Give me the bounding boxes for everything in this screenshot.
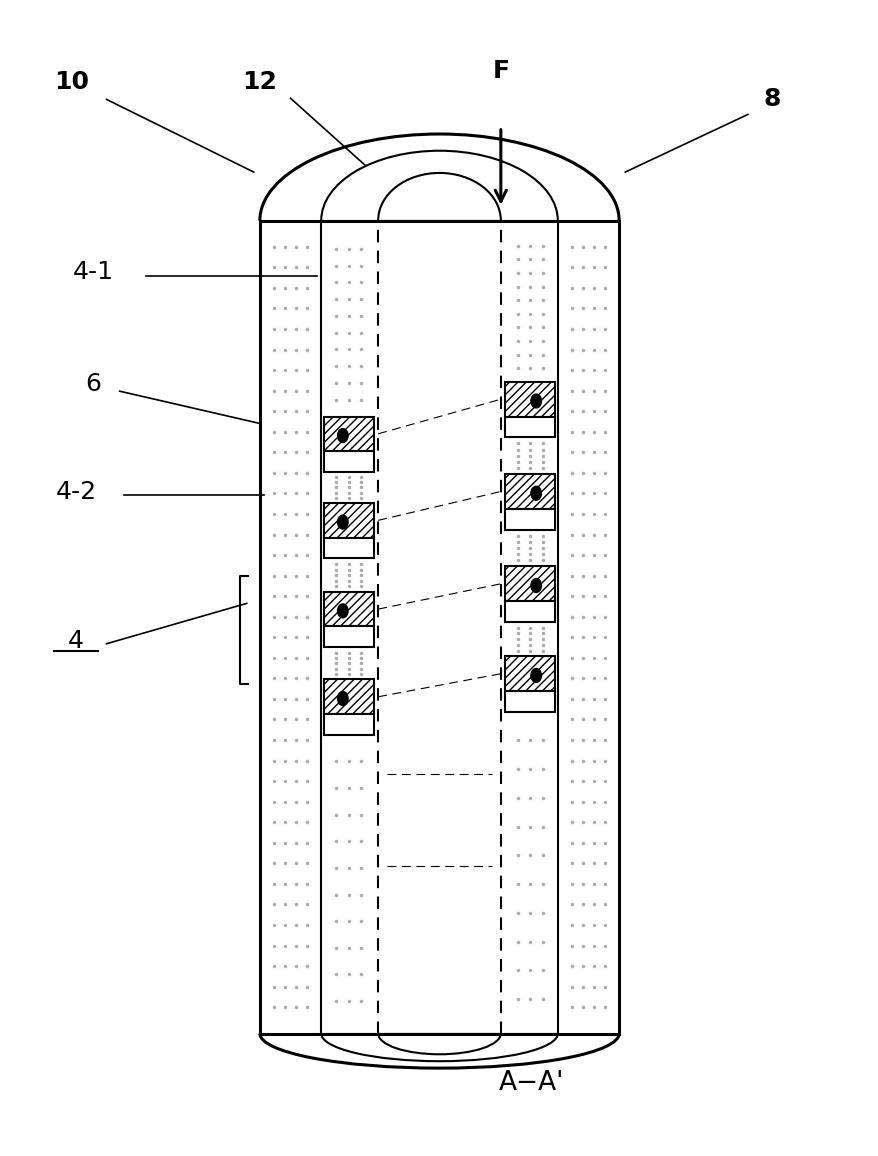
Bar bbox=[323, 627, 373, 647]
Bar bbox=[505, 566, 555, 601]
Bar bbox=[505, 509, 555, 529]
Bar bbox=[323, 451, 373, 472]
Text: F: F bbox=[492, 59, 508, 82]
Text: 12: 12 bbox=[242, 71, 277, 94]
Bar bbox=[505, 416, 555, 437]
Bar bbox=[323, 592, 373, 627]
Circle shape bbox=[530, 394, 541, 408]
Circle shape bbox=[530, 668, 541, 682]
Text: 6: 6 bbox=[85, 372, 101, 397]
Circle shape bbox=[337, 516, 348, 529]
Text: 4-1: 4-1 bbox=[73, 260, 114, 284]
Bar bbox=[505, 601, 555, 622]
Bar bbox=[323, 680, 373, 714]
Text: 8: 8 bbox=[763, 88, 781, 111]
Text: 4: 4 bbox=[68, 629, 83, 653]
Bar bbox=[505, 691, 555, 712]
Bar bbox=[505, 657, 555, 691]
Circle shape bbox=[337, 691, 348, 705]
Circle shape bbox=[337, 603, 348, 617]
Text: A−A': A−A' bbox=[498, 1070, 564, 1096]
Bar bbox=[323, 416, 373, 451]
Bar bbox=[505, 381, 555, 416]
Circle shape bbox=[530, 578, 541, 592]
Bar bbox=[505, 474, 555, 509]
Circle shape bbox=[530, 487, 541, 501]
Circle shape bbox=[337, 429, 348, 443]
Text: 10: 10 bbox=[54, 71, 89, 94]
Bar bbox=[323, 538, 373, 558]
Bar bbox=[323, 714, 373, 735]
Text: 4-2: 4-2 bbox=[55, 480, 97, 504]
Bar bbox=[323, 503, 373, 538]
